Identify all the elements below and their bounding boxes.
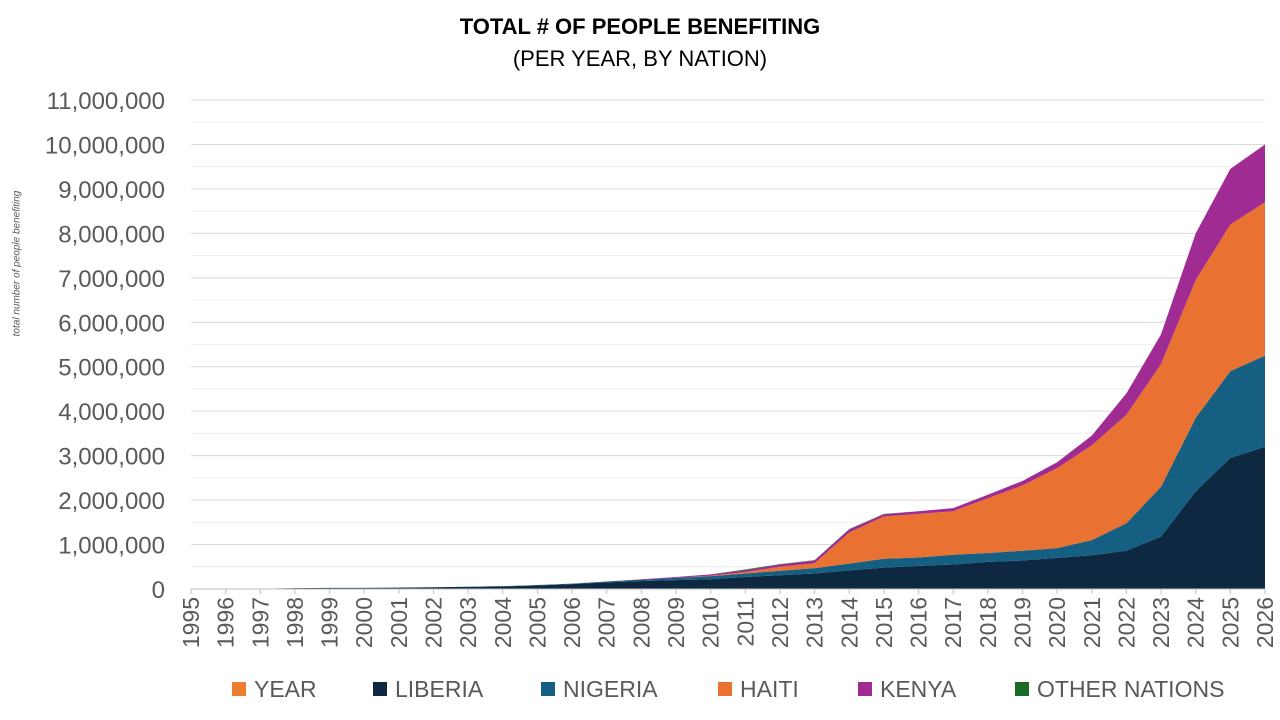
legend-swatch bbox=[541, 682, 555, 696]
y-tick-labels: 0 1,000,000 2,000,000 3,000,000 4,000,000 5,0… bbox=[45, 88, 165, 604]
x-tick-label: 2010 bbox=[698, 597, 724, 648]
legend-swatch bbox=[373, 682, 387, 696]
legend-item-other-nations: OTHER NATIONS bbox=[1015, 674, 1224, 704]
x-tick-label: 2025 bbox=[1217, 597, 1243, 648]
legend-item-haiti: HAITI bbox=[718, 674, 799, 704]
y-tick-label: 9,000,000 bbox=[58, 177, 165, 204]
x-tick-label: 2020 bbox=[1044, 597, 1070, 648]
x-tick-label: 1999 bbox=[317, 597, 343, 648]
x-tick-label: 2003 bbox=[455, 597, 481, 648]
x-tick-label: 2013 bbox=[802, 597, 828, 648]
y-tick-label: 1,000,000 bbox=[58, 533, 165, 560]
y-tick-label: 6,000,000 bbox=[58, 310, 165, 337]
y-tick-label: 4,000,000 bbox=[58, 399, 165, 426]
series-areas bbox=[191, 144, 1265, 589]
legend-label: YEAR bbox=[254, 675, 317, 702]
x-tick-label: 2016 bbox=[906, 597, 932, 648]
x-tick-label: 2019 bbox=[1009, 597, 1035, 648]
x-tick-label: 2022 bbox=[1113, 597, 1139, 648]
x-tick-label: 1997 bbox=[247, 597, 273, 648]
x-tick-label: 2006 bbox=[559, 597, 585, 648]
x-tick-labels: 1995 1996 1997 1998 1999 2000 2001 2002 2003 2004… bbox=[178, 597, 1278, 648]
x-tick-label: 1996 bbox=[213, 597, 239, 648]
y-tick-label: 3,000,000 bbox=[58, 444, 165, 471]
x-tick-label: 2012 bbox=[767, 597, 793, 648]
y-tick-label: 5,000,000 bbox=[58, 355, 165, 382]
x-tick-label: 1995 bbox=[178, 597, 204, 648]
x-tick-label: 2009 bbox=[663, 597, 689, 648]
y-tick-label: 11,000,000 bbox=[47, 88, 165, 115]
x-tick-label: 2026 bbox=[1252, 597, 1278, 648]
legend-item-kenya: KENYA bbox=[858, 674, 956, 704]
legend-swatch bbox=[718, 682, 732, 696]
legend-label: OTHER NATIONS bbox=[1037, 675, 1225, 702]
x-tick-label: 2007 bbox=[594, 597, 620, 648]
legend-swatch bbox=[1015, 682, 1029, 696]
x-tick-label: 2018 bbox=[975, 597, 1001, 648]
x-tick-label: 2000 bbox=[351, 597, 377, 648]
x-tick-label: 2002 bbox=[421, 597, 447, 648]
legend-label: LIBERIA bbox=[395, 675, 484, 702]
x-tick-label: 2014 bbox=[836, 597, 862, 648]
x-tick-label: 2005 bbox=[524, 597, 550, 648]
legend-swatch bbox=[858, 682, 872, 696]
x-tick-label: 1998 bbox=[282, 597, 308, 648]
x-tick-label: 2015 bbox=[871, 597, 897, 648]
y-tick-label: 2,000,000 bbox=[58, 488, 165, 515]
axes bbox=[190, 588, 1266, 594]
x-tick-label: 2001 bbox=[386, 597, 412, 648]
y-tick-label: 10,000,000 bbox=[45, 132, 165, 159]
x-tick-label: 2021 bbox=[1079, 597, 1105, 648]
legend: YEAR LIBERIA NIGERIA HAITI KENYA OTHER NATION… bbox=[0, 674, 1280, 704]
y-tick-label: 7,000,000 bbox=[58, 266, 165, 293]
x-tick-label: 2011 bbox=[732, 597, 758, 646]
legend-swatch bbox=[232, 682, 246, 696]
chart-title: TOTAL # OF PEOPLE BENEFITING bbox=[459, 14, 821, 39]
legend-label: NIGERIA bbox=[563, 675, 658, 702]
x-tick-label: 2024 bbox=[1183, 597, 1209, 648]
legend-item-year: YEAR bbox=[232, 674, 317, 704]
legend-label: HAITI bbox=[740, 675, 799, 702]
chart-subtitle: (PER YEAR, BY NATION) bbox=[512, 46, 768, 71]
series-area-liberia bbox=[191, 446, 1265, 589]
x-tick-label: 2004 bbox=[490, 597, 516, 648]
series-area-haiti bbox=[191, 202, 1265, 589]
y-tick-label: 0 bbox=[152, 577, 165, 604]
x-tick-label: 2017 bbox=[940, 597, 966, 648]
y-axis-label: total number of people benefiting bbox=[11, 190, 23, 337]
x-tick-label: 2023 bbox=[1148, 597, 1174, 648]
legend-item-nigeria: NIGERIA bbox=[541, 674, 658, 704]
y-tick-label: 8,000,000 bbox=[58, 221, 165, 248]
x-tick-label: 2008 bbox=[628, 597, 654, 648]
legend-label: KENYA bbox=[880, 675, 957, 702]
legend-item-liberia: LIBERIA bbox=[373, 674, 483, 704]
gridlines bbox=[191, 99, 1265, 568]
